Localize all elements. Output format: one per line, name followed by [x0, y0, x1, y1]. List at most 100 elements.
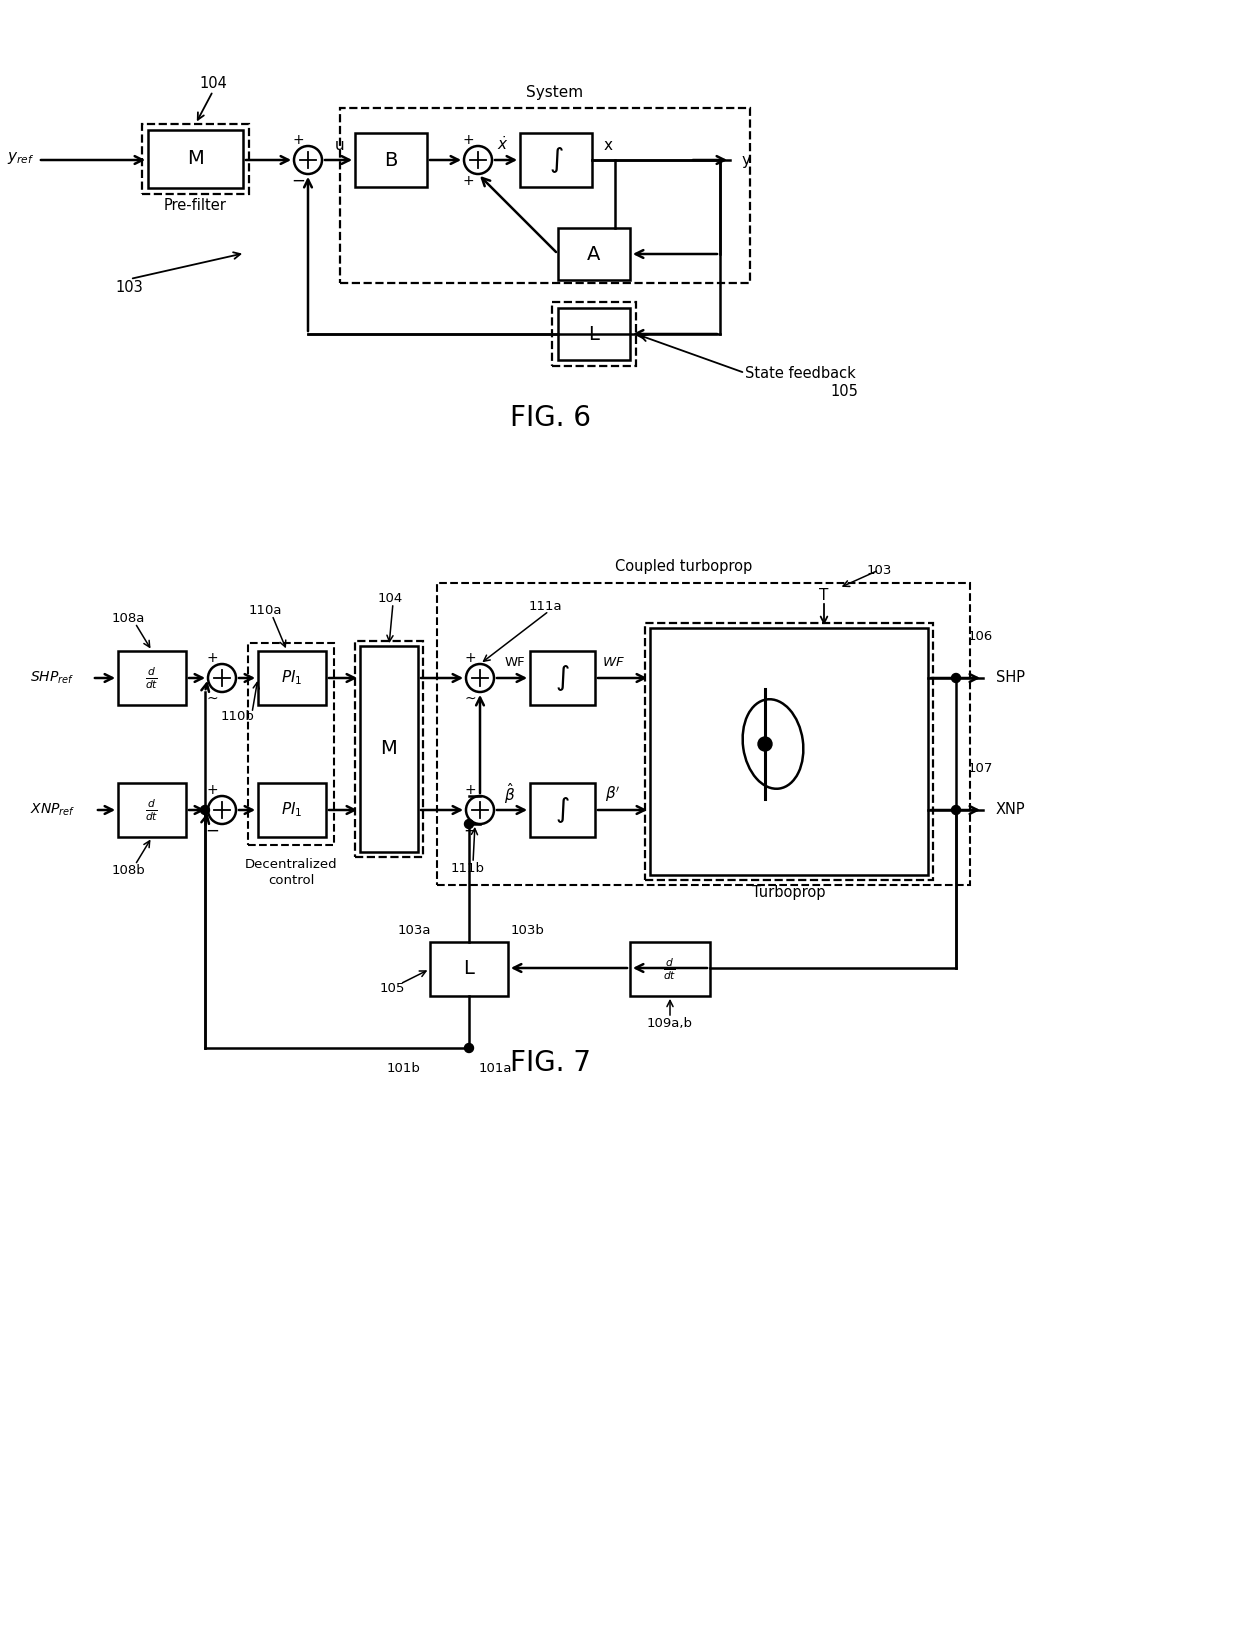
Text: −: − — [291, 173, 305, 190]
Text: $PI_1$: $PI_1$ — [281, 669, 303, 687]
Text: $\beta'$: $\beta'$ — [605, 785, 621, 804]
Text: $PI_1$: $PI_1$ — [281, 801, 303, 819]
Text: T: T — [820, 588, 828, 604]
Bar — [520, 133, 591, 187]
Text: 105: 105 — [379, 982, 404, 995]
Text: −: − — [205, 822, 219, 840]
Circle shape — [465, 819, 474, 829]
Bar — [355, 641, 423, 856]
Text: 105: 105 — [830, 384, 858, 399]
Text: +: + — [464, 651, 476, 664]
Bar — [148, 130, 243, 187]
Text: 103b: 103b — [510, 923, 544, 936]
Text: 109a,b: 109a,b — [647, 1016, 693, 1029]
Text: $\int$: $\int$ — [556, 794, 570, 825]
Text: M: M — [187, 150, 203, 169]
Bar — [529, 651, 595, 705]
Text: $\frac{d}{dt}$: $\frac{d}{dt}$ — [145, 666, 159, 690]
Text: Decentralized: Decentralized — [244, 858, 337, 871]
Text: ~: ~ — [464, 692, 476, 707]
Text: WF: WF — [505, 656, 526, 669]
Bar — [355, 133, 427, 187]
Bar — [436, 583, 970, 886]
Text: $y_{ref}$: $y_{ref}$ — [6, 150, 33, 166]
Text: L: L — [464, 959, 475, 978]
Text: B: B — [384, 150, 398, 169]
Text: $\int$: $\int$ — [548, 145, 563, 174]
Text: $SHP_{ref}$: $SHP_{ref}$ — [30, 669, 74, 685]
Circle shape — [465, 1044, 474, 1052]
Text: A: A — [588, 244, 600, 264]
Text: $\hat{\beta}$: $\hat{\beta}$ — [505, 781, 516, 806]
Text: System: System — [527, 85, 584, 99]
Circle shape — [951, 806, 961, 814]
Bar — [143, 124, 249, 194]
Text: x: x — [604, 137, 613, 153]
Bar — [360, 646, 418, 851]
Text: +: + — [293, 133, 304, 147]
Text: Pre-filter: Pre-filter — [164, 199, 227, 213]
Text: 108b: 108b — [112, 863, 145, 876]
Text: −: − — [463, 822, 477, 840]
Text: $WF$: $WF$ — [601, 656, 625, 669]
Bar — [118, 651, 186, 705]
Text: 108a: 108a — [112, 612, 145, 625]
Text: 111a: 111a — [528, 599, 562, 612]
Text: u: u — [335, 138, 345, 153]
Text: ~: ~ — [206, 692, 218, 707]
Text: L: L — [589, 324, 599, 344]
Text: 104: 104 — [200, 75, 227, 91]
Text: +: + — [463, 174, 474, 187]
Bar — [340, 107, 750, 283]
Text: 101b: 101b — [387, 1061, 420, 1074]
Text: $\dot{x}$: $\dot{x}$ — [497, 135, 508, 153]
Bar — [118, 783, 186, 837]
Text: 103: 103 — [115, 280, 143, 296]
Circle shape — [464, 147, 492, 174]
Text: 110a: 110a — [248, 604, 281, 617]
Text: +: + — [463, 133, 474, 147]
Text: 107: 107 — [967, 762, 993, 775]
Text: y: y — [742, 153, 751, 168]
Bar — [430, 943, 508, 996]
Bar — [645, 624, 932, 881]
Bar — [630, 943, 711, 996]
Bar — [558, 308, 630, 360]
Bar — [650, 628, 928, 874]
Text: Coupled turboprop: Coupled turboprop — [615, 560, 753, 575]
Text: SHP: SHP — [996, 671, 1025, 685]
Text: $XNP_{ref}$: $XNP_{ref}$ — [30, 803, 76, 819]
Bar — [258, 783, 326, 837]
Text: +: + — [206, 783, 218, 798]
Circle shape — [466, 664, 494, 692]
Text: XNP: XNP — [996, 803, 1025, 817]
Circle shape — [466, 796, 494, 824]
Text: 103a: 103a — [397, 923, 430, 936]
Text: 110b: 110b — [219, 710, 254, 723]
Text: 101a: 101a — [479, 1061, 512, 1074]
Bar — [258, 651, 326, 705]
Text: $\frac{d}{dt}$: $\frac{d}{dt}$ — [663, 956, 677, 982]
Circle shape — [208, 796, 236, 824]
Bar — [248, 643, 334, 845]
Bar — [552, 303, 636, 366]
Circle shape — [758, 737, 773, 751]
Circle shape — [951, 674, 961, 682]
Text: M: M — [381, 739, 397, 759]
Text: FIG. 7: FIG. 7 — [510, 1048, 590, 1078]
Text: 106: 106 — [967, 630, 993, 643]
Text: +: + — [464, 783, 476, 798]
Bar — [529, 783, 595, 837]
Text: 104: 104 — [377, 591, 403, 604]
Text: 103: 103 — [867, 563, 892, 576]
Text: control: control — [268, 874, 314, 887]
Text: 111b: 111b — [451, 861, 485, 874]
Bar — [558, 228, 630, 280]
Circle shape — [201, 806, 210, 814]
Text: State feedback: State feedback — [745, 366, 856, 381]
Text: FIG. 6: FIG. 6 — [510, 404, 590, 431]
Circle shape — [294, 147, 322, 174]
Text: Turboprop: Turboprop — [753, 886, 826, 900]
Text: +: + — [206, 651, 218, 664]
Circle shape — [208, 664, 236, 692]
